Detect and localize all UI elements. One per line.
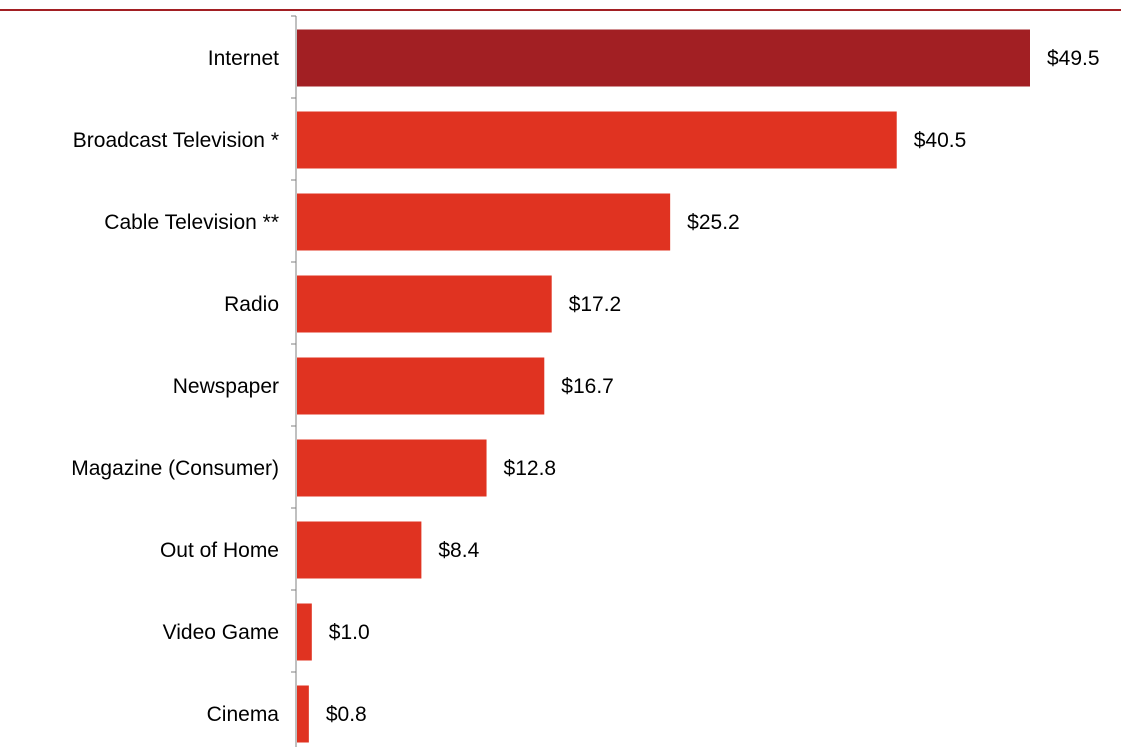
bar-out-of-home <box>297 521 422 579</box>
category-labels: Internet Broadcast Television * Cable Tele… <box>71 47 279 726</box>
top-divider-rule <box>0 9 1121 11</box>
category-label: Internet <box>208 47 279 70</box>
bar-magazine-consumer <box>297 439 487 497</box>
value-label: $12.8 <box>504 457 557 480</box>
category-axis <box>291 15 297 747</box>
value-label: $40.5 <box>914 129 967 152</box>
value-label: $17.2 <box>569 293 622 316</box>
value-label: $1.0 <box>329 621 370 644</box>
bar-radio <box>297 275 552 333</box>
category-label: Magazine (Consumer) <box>71 457 279 480</box>
category-label: Radio <box>224 293 279 316</box>
value-label: $8.4 <box>438 539 479 562</box>
category-label: Newspaper <box>173 375 279 398</box>
bar-broadcast-television <box>297 111 897 169</box>
bar-newspaper <box>297 357 545 415</box>
bar-video-game <box>297 603 312 661</box>
value-label: $16.7 <box>561 375 614 398</box>
category-label: Out of Home <box>160 539 279 562</box>
value-labels: $49.5 $40.5 $25.2 $17.2 $16.7 $12.8 $8.4 $1.0 $0… <box>326 47 1100 726</box>
category-label: Broadcast Television * <box>73 129 279 152</box>
category-label: Cinema <box>207 703 280 726</box>
category-label: Video Game <box>163 621 279 644</box>
bar-cable-television <box>297 193 671 251</box>
value-label: $0.8 <box>326 703 367 726</box>
bars-layer <box>297 29 1030 743</box>
value-label: $49.5 <box>1047 47 1100 70</box>
value-label: $25.2 <box>687 211 740 234</box>
bar-internet <box>297 29 1030 87</box>
category-label: Cable Television ** <box>104 211 279 234</box>
bar-cinema <box>297 685 309 743</box>
